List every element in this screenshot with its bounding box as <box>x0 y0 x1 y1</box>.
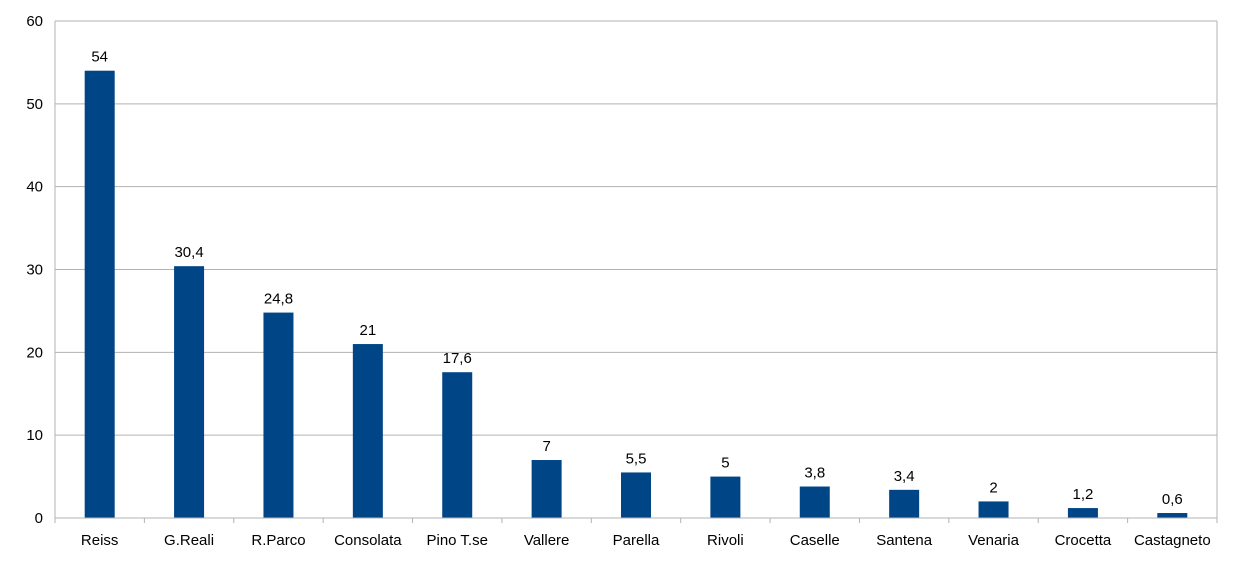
bar <box>799 486 830 518</box>
x-tick-label: Pino T.se <box>427 532 488 549</box>
axes <box>54 21 1218 523</box>
bar <box>442 372 473 518</box>
data-label: 0,6 <box>1162 491 1183 508</box>
y-tick-label: 30 <box>26 262 43 279</box>
data-label: 1,2 <box>1072 486 1093 503</box>
bar <box>1157 513 1188 518</box>
data-label: 7 <box>542 438 550 455</box>
x-tick-label: Caselle <box>790 532 840 549</box>
x-tick-label: Castagneto <box>1134 532 1211 549</box>
bar <box>710 476 741 518</box>
bar <box>174 266 205 518</box>
y-tick-label: 0 <box>35 510 43 527</box>
x-tick-label: R.Parco <box>251 532 305 549</box>
y-tick-label: 20 <box>26 344 43 361</box>
data-label: 24,8 <box>264 291 293 308</box>
x-axis-ticks: Reiss G.Reali R.Parco Consolata Pino T.se Val… <box>81 532 1211 549</box>
y-tick-label: 60 <box>26 13 43 30</box>
bars <box>84 70 1188 518</box>
bar <box>889 489 920 518</box>
x-tick-label: Venaria <box>968 532 1020 549</box>
y-tick-label: 10 <box>26 427 43 444</box>
data-label: 17,6 <box>443 350 472 367</box>
gridlines <box>55 20 1217 436</box>
data-label: 21 <box>360 322 377 339</box>
x-tick-label: Rivoli <box>707 532 744 549</box>
x-tick-label: Reiss <box>81 532 119 549</box>
bar <box>84 70 115 518</box>
bar <box>263 312 294 518</box>
x-tick-label: Crocetta <box>1055 532 1112 549</box>
x-tick-label: G.Reali <box>164 532 214 549</box>
y-tick-label: 40 <box>26 179 43 196</box>
bar <box>978 501 1009 518</box>
bar <box>352 344 383 518</box>
y-tick-label: 50 <box>26 96 43 113</box>
bar <box>531 460 562 518</box>
data-label: 54 <box>91 49 108 66</box>
x-tick-label: Santena <box>876 532 933 549</box>
data-label: 5 <box>721 455 729 472</box>
x-tick-label: Consolata <box>334 532 402 549</box>
x-tick-label: Parella <box>613 532 660 549</box>
data-label: 2 <box>989 479 997 496</box>
data-label: 3,4 <box>894 468 915 485</box>
bar <box>621 472 651 518</box>
bar <box>1067 508 1098 518</box>
y-axis-ticks: 0 10 20 30 40 50 60 <box>26 13 43 527</box>
x-tick-label: Vallere <box>524 532 570 549</box>
data-label: 30,4 <box>174 244 203 261</box>
data-label: 5,5 <box>626 450 647 467</box>
data-label: 3,8 <box>804 465 825 482</box>
data-labels: 54 30,4 24,8 21 17,6 7 5,5 5 3,8 3,4 2 1,2 0,6 <box>91 49 1182 508</box>
